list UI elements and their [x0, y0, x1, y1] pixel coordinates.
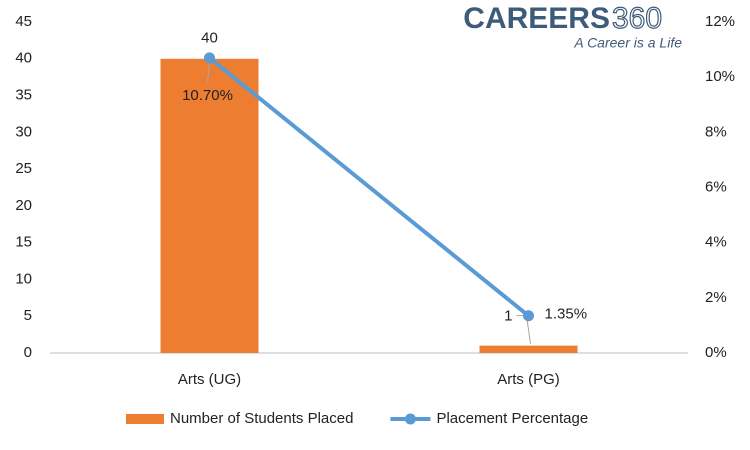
y2-tick-label: 10% — [705, 68, 735, 85]
y-tick-label: 20 — [15, 197, 32, 214]
y-tick-label: 45 — [15, 13, 32, 30]
legend-swatch — [126, 414, 164, 424]
y2-tick-label: 4% — [705, 234, 727, 251]
bar-value-label: 1 — [504, 308, 512, 325]
brand-tagline: A Career is a Life — [573, 35, 682, 51]
legend-label: Number of Students Placed — [170, 410, 353, 427]
leader-line — [207, 63, 210, 82]
line-point — [204, 52, 215, 64]
line-point — [523, 310, 534, 322]
y2-tick-label: 2% — [705, 289, 727, 306]
y-tick-label: 0 — [24, 344, 32, 361]
y-tick-label: 30 — [15, 123, 32, 140]
y-tick-label: 35 — [15, 87, 32, 104]
y2-tick-label: 12% — [705, 13, 735, 30]
brand-logo: CAREERS — [463, 2, 610, 35]
bar-value-label: 40 — [201, 30, 218, 47]
x-tick-label: Arts (PG) — [497, 371, 560, 388]
y-tick-label: 10 — [15, 270, 32, 287]
legend-label: Placement Percentage — [436, 410, 588, 427]
line-value-label: 10.70% — [182, 87, 233, 104]
y-tick-label: 15 — [15, 234, 32, 251]
y-tick-label: 25 — [15, 160, 32, 177]
y-tick-label: 5 — [24, 307, 32, 324]
brand-number: 360 — [612, 2, 662, 35]
y2-tick-label: 6% — [705, 178, 727, 195]
y-tick-label: 40 — [15, 50, 32, 67]
bar — [160, 58, 259, 354]
x-tick-label: Arts (UG) — [178, 371, 241, 388]
bar — [479, 345, 578, 353]
y2-tick-label: 0% — [705, 344, 727, 361]
y2-tick-label: 8% — [705, 123, 727, 140]
legend-swatch-point — [404, 413, 416, 425]
line-value-label: 1.35% — [545, 306, 588, 323]
line — [208, 56, 530, 318]
